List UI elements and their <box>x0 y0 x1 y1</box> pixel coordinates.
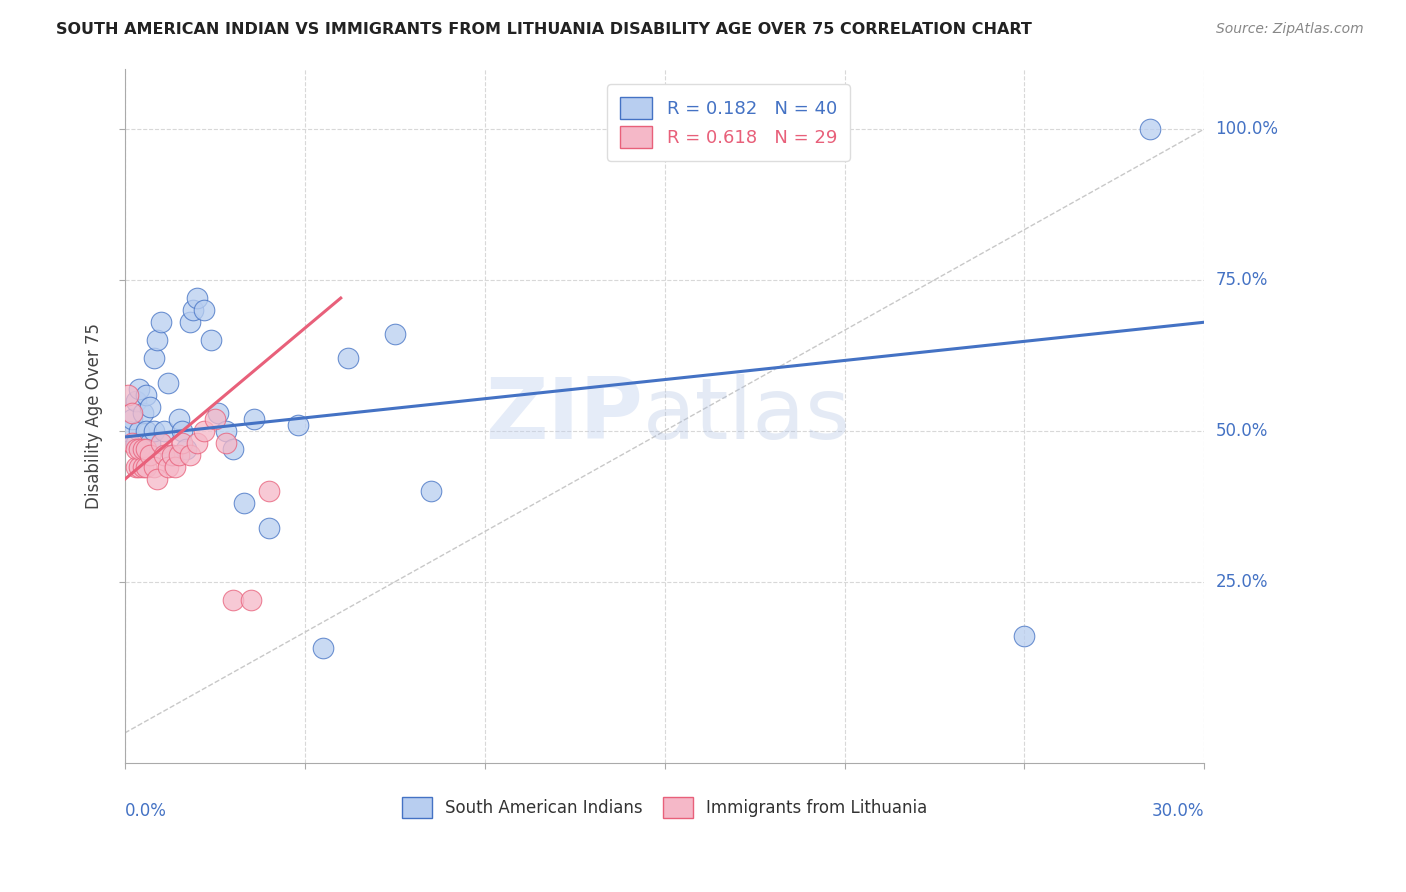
Y-axis label: Disability Age Over 75: Disability Age Over 75 <box>86 323 103 508</box>
Point <box>186 436 208 450</box>
Point <box>160 448 183 462</box>
Point <box>419 484 441 499</box>
Point <box>149 315 172 329</box>
Point <box>146 334 169 348</box>
Point <box>222 593 245 607</box>
Point <box>200 334 222 348</box>
Point <box>128 424 150 438</box>
Point <box>139 448 162 462</box>
Point <box>142 424 165 438</box>
Point <box>124 393 146 408</box>
Text: 0.0%: 0.0% <box>125 802 167 820</box>
Point <box>135 460 157 475</box>
Point <box>232 496 254 510</box>
Point <box>135 424 157 438</box>
Point <box>172 436 194 450</box>
Point <box>287 417 309 432</box>
Point <box>132 406 155 420</box>
Point <box>336 351 359 366</box>
Point <box>153 448 176 462</box>
Point <box>181 303 204 318</box>
Point <box>139 436 162 450</box>
Point <box>156 460 179 475</box>
Text: 75.0%: 75.0% <box>1216 271 1268 289</box>
Point <box>193 424 215 438</box>
Point <box>121 436 143 450</box>
Point <box>179 448 201 462</box>
Point <box>117 387 139 401</box>
Point <box>153 424 176 438</box>
Point <box>222 442 245 456</box>
Point <box>135 387 157 401</box>
Point <box>132 442 155 456</box>
Point <box>149 436 172 450</box>
Point <box>128 460 150 475</box>
Text: 30.0%: 30.0% <box>1152 802 1205 820</box>
Point <box>165 460 187 475</box>
Point <box>179 315 201 329</box>
Point <box>139 400 162 414</box>
Point <box>121 412 143 426</box>
Text: 50.0%: 50.0% <box>1216 422 1268 440</box>
Point <box>160 448 183 462</box>
Point <box>257 484 280 499</box>
Point <box>132 460 155 475</box>
Point <box>172 424 194 438</box>
Text: 25.0%: 25.0% <box>1216 573 1268 591</box>
Point <box>132 442 155 456</box>
Point <box>257 520 280 534</box>
Point <box>128 382 150 396</box>
Point <box>135 442 157 456</box>
Point <box>124 460 146 475</box>
Point <box>146 472 169 486</box>
Point <box>117 424 139 438</box>
Text: SOUTH AMERICAN INDIAN VS IMMIGRANTS FROM LITHUANIA DISABILITY AGE OVER 75 CORREL: SOUTH AMERICAN INDIAN VS IMMIGRANTS FROM… <box>56 22 1032 37</box>
Point <box>239 593 262 607</box>
Point <box>204 412 226 426</box>
Text: ZIP: ZIP <box>485 375 643 458</box>
Point <box>186 291 208 305</box>
Point <box>156 376 179 390</box>
Point <box>124 442 146 456</box>
Point <box>121 406 143 420</box>
Point <box>124 436 146 450</box>
Point <box>1139 122 1161 136</box>
Text: atlas: atlas <box>643 375 851 458</box>
Point <box>142 460 165 475</box>
Point <box>1014 629 1036 643</box>
Point <box>167 412 190 426</box>
Point <box>312 641 335 656</box>
Text: Source: ZipAtlas.com: Source: ZipAtlas.com <box>1216 22 1364 37</box>
Point <box>167 448 190 462</box>
Point <box>142 351 165 366</box>
Legend: South American Indians, Immigrants from Lithuania: South American Indians, Immigrants from … <box>395 790 934 824</box>
Text: 100.0%: 100.0% <box>1216 120 1278 138</box>
Point <box>214 436 236 450</box>
Point <box>128 442 150 456</box>
Point <box>193 303 215 318</box>
Point <box>214 424 236 438</box>
Point <box>243 412 266 426</box>
Point <box>207 406 229 420</box>
Point <box>384 327 406 342</box>
Point <box>174 442 197 456</box>
